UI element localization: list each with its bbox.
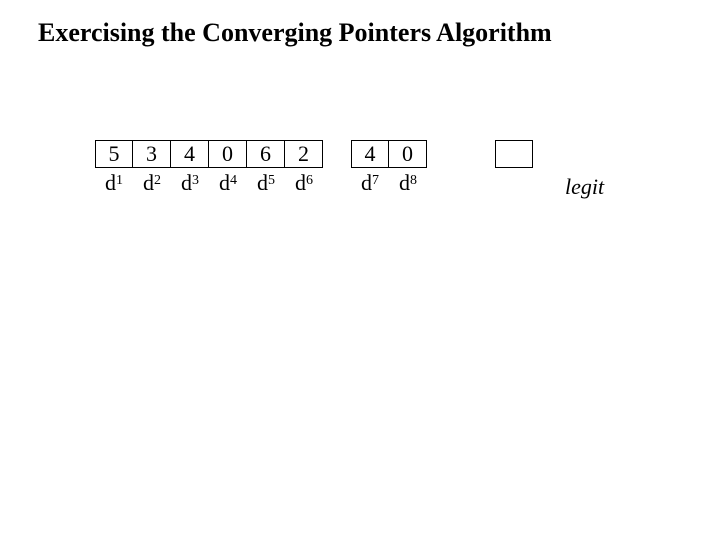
- cell-label: d1: [95, 170, 133, 198]
- cell-label: d6: [285, 170, 323, 198]
- cell-label: d4: [209, 170, 247, 198]
- legit-label: legit: [565, 174, 604, 200]
- legit-cell: [495, 140, 533, 168]
- cell-label: d5: [247, 170, 285, 198]
- group-gap: [323, 140, 351, 168]
- cell-label: d8: [389, 170, 427, 198]
- cells-row: 5 3 4 0 6 2 4 0: [95, 140, 427, 168]
- cell: 2: [285, 140, 323, 168]
- cell-label: d7: [351, 170, 389, 198]
- group-gap: [323, 170, 351, 198]
- cell: 5: [95, 140, 133, 168]
- cell: 3: [133, 140, 171, 168]
- cell: 4: [171, 140, 209, 168]
- labels-row: d1 d2 d3 d4 d5 d6 d7 d8: [95, 170, 427, 198]
- page-title: Exercising the Converging Pointers Algor…: [38, 18, 552, 48]
- cell: 0: [389, 140, 427, 168]
- cell-label: d2: [133, 170, 171, 198]
- array-diagram: 5 3 4 0 6 2 4 0 d1 d2 d3 d4 d5 d6 d7 d8: [95, 140, 427, 198]
- legit-cell-block: [495, 140, 533, 168]
- cell-label: d3: [171, 170, 209, 198]
- cell: 4: [351, 140, 389, 168]
- cell: 6: [247, 140, 285, 168]
- cell: 0: [209, 140, 247, 168]
